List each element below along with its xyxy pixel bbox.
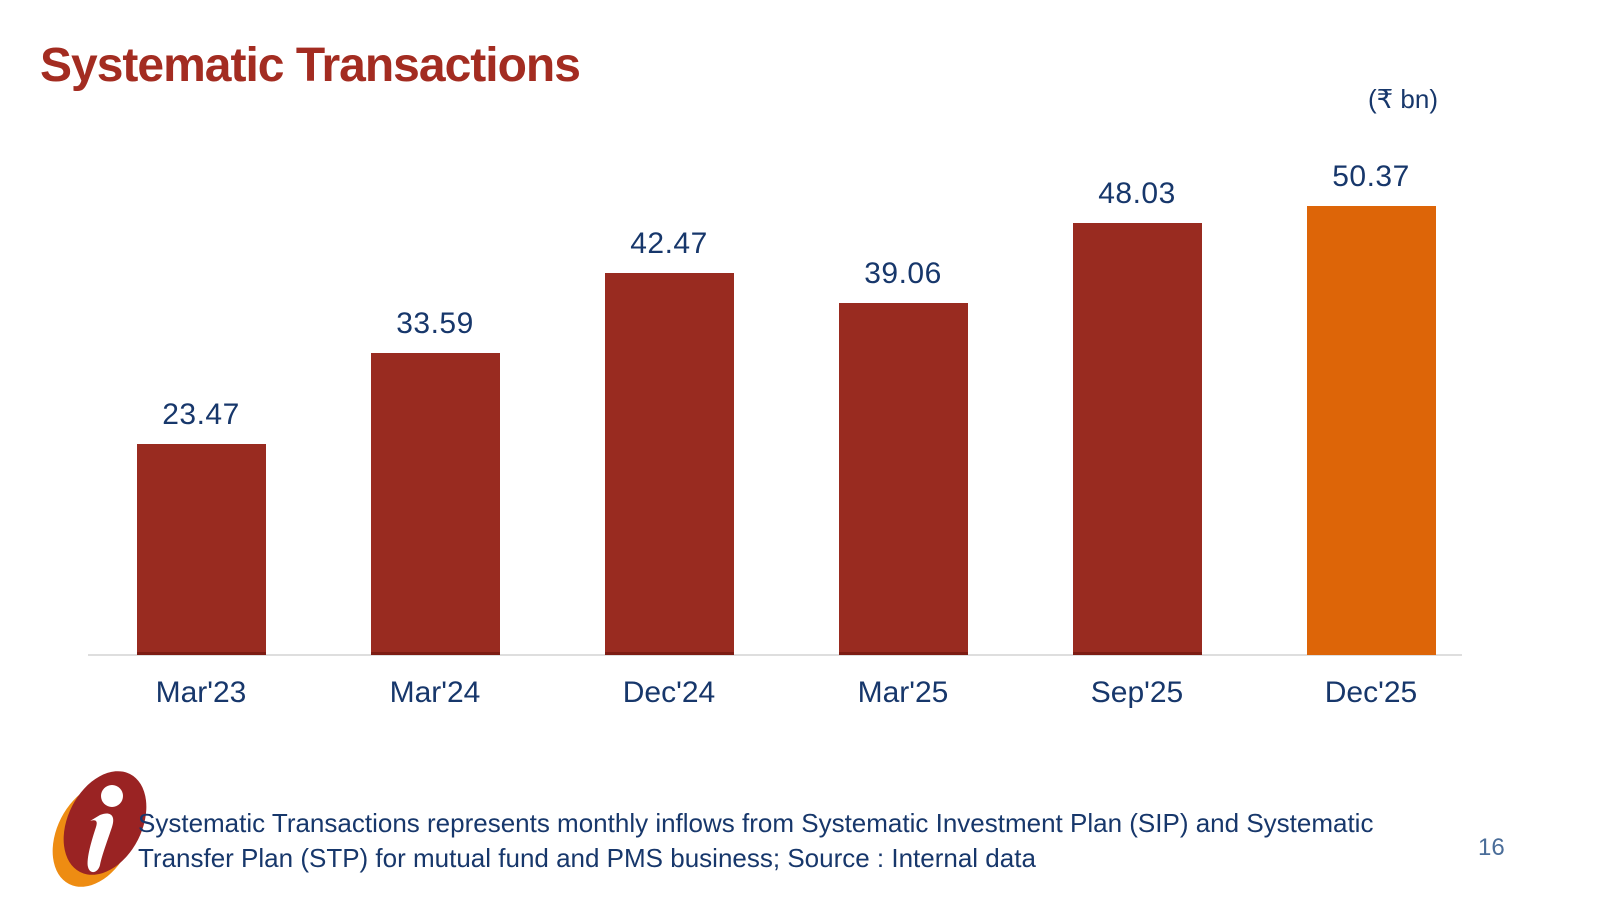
icici-i-logo [52,771,147,887]
bar-value-label: 39.06 [864,257,942,291]
bar-mar23 [136,443,266,655]
bar-mar25 [838,303,968,655]
bar-group-mar23: 23.47 [84,160,318,655]
x-tick-label: Sep'25 [1090,676,1184,709]
x-tick-label: Mar'25 [857,676,949,709]
bar-group-sep25: 48.03 [1020,160,1254,655]
x-axis-line [88,654,1462,656]
x-tick-label: Dec'24 [622,676,716,709]
bar-sep25 [1072,222,1202,655]
footnote-line-1: Systematic Transactions represents month… [138,808,1374,838]
page-number: 16 [1478,834,1505,861]
x-axis-labels: Mar'23 Mar'24 Dec'24 Mar'25 Sep'25 Dec'2… [84,676,1488,710]
bar-group-mar24: 33.59 [318,160,552,655]
bar-group-mar25: 39.06 [786,160,1020,655]
x-tick-label: Mar'24 [389,676,481,709]
x-tick-label: Dec'25 [1324,676,1418,709]
x-tick-label: Mar'23 [155,676,247,709]
bar-value-label: 48.03 [1098,176,1176,210]
bar-chart: 23.47 33.59 42.47 39.06 48.03 50.37 [84,160,1488,656]
bar-dec25 [1306,206,1436,655]
bar-group-dec25: 50.37 [1254,160,1488,655]
bar-group-dec24: 42.47 [552,160,786,655]
chart-unit-label: (₹ bn) [1367,84,1438,114]
footnote-line-2: Transfer Plan (STP) for mutual fund and … [138,843,1036,873]
bar-value-label: 50.37 [1332,160,1410,193]
page-title: Systematic Transactions [40,39,581,92]
bar-value-label: 42.47 [630,226,708,260]
bar-value-label: 23.47 [162,397,240,431]
footnote-text: Systematic Transactions represents month… [138,806,1468,876]
bar-value-label: 33.59 [396,306,474,340]
bar-mar24 [370,352,500,655]
bar-dec24 [604,272,734,655]
